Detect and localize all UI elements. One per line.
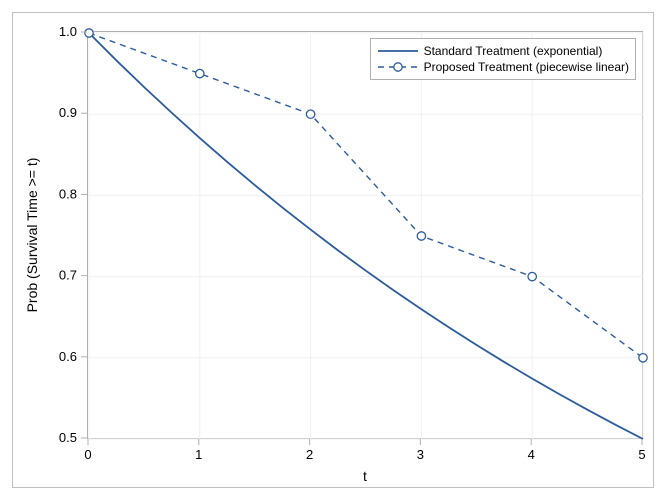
y-axis-label: Prob (Survival Time >= t): [24, 158, 40, 313]
x-tick-label: 1: [195, 447, 202, 462]
y-tick-label: 0.5: [59, 430, 77, 445]
y-tick-label: 1.0: [59, 24, 77, 39]
y-tick-label: 0.6: [59, 349, 77, 364]
y-tick-label: 0.9: [59, 105, 77, 120]
x-tick-label: 4: [528, 447, 535, 462]
axis-svg: 0 1 2 3 4 5 0.5 0.6 0.7 0.8 0.9 1.0 t Prob (Survival …: [13, 13, 653, 487]
x-tick-label: 0: [84, 447, 91, 462]
x-tick-label: 5: [638, 447, 645, 462]
chart-outer-frame: Standard Treatment (exponential)Proposed…: [12, 12, 654, 488]
x-axis-label: t: [363, 468, 367, 484]
y-tick-label: 0.7: [59, 268, 77, 283]
x-tick-label: 3: [417, 447, 424, 462]
x-tick-label: 2: [306, 447, 313, 462]
y-tick-label: 0.8: [59, 186, 77, 201]
